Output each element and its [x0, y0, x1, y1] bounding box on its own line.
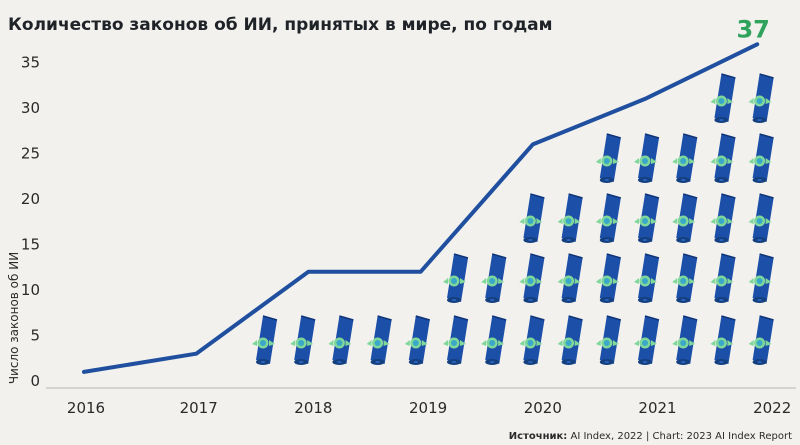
y-tick-label: 0 [30, 372, 40, 390]
scroll-icon [747, 315, 775, 366]
scroll-icon [671, 133, 698, 184]
y-tick-label: 10 [21, 281, 40, 299]
x-tick-label: 2018 [294, 399, 332, 417]
scroll-icon [251, 315, 278, 366]
scroll-icon [633, 253, 660, 304]
scroll-icon [747, 133, 775, 184]
scroll-icon [327, 315, 355, 366]
x-tick-label: 2017 [180, 399, 218, 417]
x-tick-label: 2020 [524, 399, 562, 417]
scroll-icon [404, 315, 431, 366]
scroll-icon [747, 193, 775, 244]
scroll-icon [556, 193, 584, 244]
scroll-icon [671, 253, 698, 304]
scroll-icon [633, 193, 660, 244]
scroll-icon [365, 315, 393, 366]
y-tick-label: 30 [21, 99, 40, 117]
scroll-icon [633, 133, 660, 184]
scroll-icon [442, 315, 469, 366]
scroll-icon [556, 253, 584, 304]
y-tick-label: 5 [30, 327, 40, 345]
scroll-icon [556, 315, 584, 366]
y-tick-label: 35 [21, 54, 40, 72]
scroll-icon [518, 315, 546, 366]
scroll-icon [480, 315, 507, 366]
x-tick-label: 2016 [67, 399, 105, 417]
source-text: AI Index, 2022 | Chart: 2023 AI Index Re… [567, 431, 792, 442]
final-value-label: 37 [736, 15, 769, 43]
scroll-icon [595, 193, 622, 244]
scroll-icon [747, 253, 775, 304]
scroll-icon [480, 253, 507, 304]
scroll-icon [671, 315, 698, 366]
scroll-icon [595, 133, 622, 184]
scroll-icon [709, 315, 737, 366]
scroll-icon [518, 193, 546, 244]
scroll-icon [518, 253, 546, 304]
x-tick-label: 2021 [638, 399, 676, 417]
y-axis: 0 5 10 15 20 25 30 35 [21, 54, 40, 391]
scroll-pictograms [251, 73, 775, 366]
scroll-icon [747, 73, 775, 124]
scroll-icon [289, 315, 316, 366]
x-tick-label: 2022 [753, 399, 791, 417]
x-axis: 2016 2017 2018 2019 2020 2021 2022 [67, 399, 791, 417]
source-key: Источник: [509, 431, 568, 442]
scroll-icon [709, 193, 737, 244]
scroll-icon [709, 253, 737, 304]
scroll-icon [709, 73, 737, 124]
scroll-icon [633, 315, 660, 366]
y-axis-label: Число законов об ИИ [7, 252, 21, 384]
y-tick-label: 25 [21, 145, 40, 163]
source-note: Источник: AI Index, 2022 | Chart: 2023 A… [509, 431, 792, 442]
y-tick-label: 15 [21, 236, 40, 254]
y-tick-label: 20 [21, 190, 40, 208]
scroll-icon [709, 133, 737, 184]
scroll-icon [595, 315, 622, 366]
chart-title: Количество законов об ИИ, принятых в мир… [8, 15, 553, 35]
scroll-icon [442, 253, 469, 304]
scroll-icon [671, 193, 698, 244]
x-tick-label: 2019 [409, 399, 447, 417]
series-line [82, 42, 760, 374]
scroll-icon [595, 253, 622, 304]
